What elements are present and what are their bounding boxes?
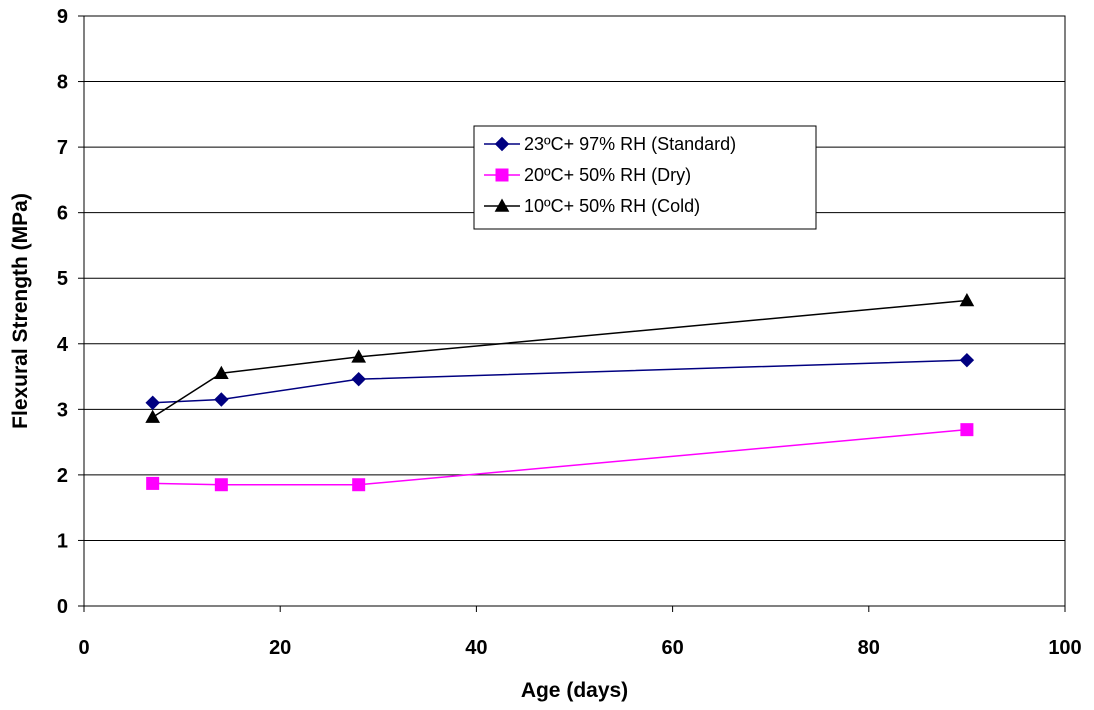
y-tick-label: 4: [57, 334, 69, 356]
data-point: [145, 395, 160, 410]
series-line: [152, 428, 967, 486]
legend-item: 23ºC+ 97% RH (Standard): [484, 134, 736, 154]
series-line: [152, 299, 967, 418]
data-point: [214, 392, 229, 407]
y-tick-label: 5: [57, 268, 68, 290]
legend-label: 23ºC+ 97% RH (Standard): [524, 134, 736, 154]
data-point: [959, 292, 975, 307]
y-axis-title: Flexural Strength (MPa): [9, 193, 32, 429]
data-point: [351, 349, 367, 363]
series-layer: [145, 292, 975, 492]
data-point: [352, 478, 366, 492]
data-point: [960, 423, 974, 437]
series-2: [146, 423, 974, 492]
legend-marker: [495, 168, 509, 182]
series-1: [145, 352, 975, 410]
x-tick-label: 0: [78, 637, 89, 659]
y-tick-label: 9: [57, 6, 68, 28]
y-tick-label: 8: [57, 72, 68, 94]
x-tick-label: 20: [269, 637, 291, 659]
x-tick-label: 40: [465, 637, 487, 659]
y-tick-label: 2: [57, 465, 68, 487]
legend: 23ºC+ 97% RH (Standard) 20ºC+ 50% RH (Dry…: [473, 125, 817, 230]
data-point: [959, 352, 975, 368]
x-tick-label: 60: [661, 637, 683, 659]
y-tick-label: 7: [57, 137, 68, 159]
data-point: [214, 478, 228, 492]
x-axis-ticks: 0 20 40 60 80 100: [78, 606, 1082, 659]
legend-marker: [494, 198, 510, 212]
x-axis-title: Age (days): [521, 679, 628, 702]
legend-label: 10ºC+ 50% RH (Cold): [524, 196, 700, 216]
legend-box: [473, 125, 817, 230]
series-line: [152, 359, 967, 404]
data-point: [213, 365, 229, 379]
x-tick-label: 80: [858, 637, 880, 659]
legend-item: 10ºC+ 50% RH (Cold): [484, 196, 700, 216]
x-tick-label: 100: [1048, 637, 1081, 659]
y-tick-label: 3: [57, 399, 68, 421]
y-axis-ticks: 0 1 2 3 4 5 6 7 8 9: [57, 6, 84, 618]
legend-marker: [494, 136, 510, 152]
data-point: [146, 476, 160, 490]
series-3: [145, 292, 975, 423]
y-tick-label: 0: [57, 596, 68, 618]
y-tick-label: 6: [57, 203, 68, 225]
plot-area: [83, 15, 1066, 607]
legend-item: 20ºC+ 50% RH (Dry): [484, 165, 691, 185]
data-point: [145, 409, 161, 423]
legend-label: 20ºC+ 50% RH (Dry): [524, 165, 691, 185]
data-point: [351, 371, 366, 387]
y-tick-label: 1: [57, 530, 68, 552]
